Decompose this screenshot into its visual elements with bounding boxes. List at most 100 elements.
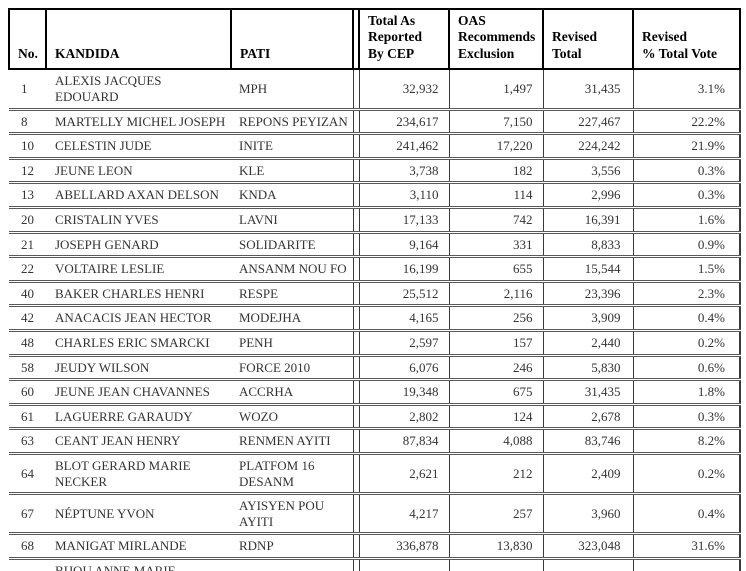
spacer-cell <box>352 132 360 159</box>
kandida-cell: MARTELLY MICHEL JOSEPH <box>46 107 231 134</box>
pct-cell: 3.1% <box>632 69 741 110</box>
kandida-cell: VOLTAIRE LESLIE <box>46 255 231 282</box>
oas-cell: 1,497 <box>448 69 543 110</box>
spacer-cell <box>352 255 360 282</box>
kandida-cell: JEUDY WILSON <box>46 353 231 380</box>
revised-cell: 2,409 <box>542 451 633 494</box>
oas-cell: 257 <box>448 492 543 534</box>
table-row: 10 CELESTIN JUDE INITE 241,462 17,220 224,242… <box>9 132 741 159</box>
pct-cell: 1.8% <box>632 378 741 405</box>
cep-cell: 2,621 <box>359 451 449 494</box>
cep-cell: 4,217 <box>359 492 449 534</box>
oas-cell: 114 <box>448 181 543 208</box>
kandida-cell: BAKER CHARLES HENRI <box>46 279 231 306</box>
no-cell: 13 <box>9 181 46 208</box>
results-table: No. KANDIDA PATI Total As Reported By CE… <box>8 7 741 571</box>
cep-cell: 336,878 <box>359 532 449 559</box>
revised-cell: 83,746 <box>542 427 633 454</box>
pct-cell: 0.2% <box>632 328 741 356</box>
table-header: No. KANDIDA PATI Total As Reported By CE… <box>8 7 741 71</box>
pati-cell: REPONS PEYIZAN <box>231 107 353 134</box>
table-row: 20 CRISTALIN YVES LAVNI 17,133 742 16,391 1.6% <box>9 205 741 233</box>
oas-cell: 157 <box>448 328 543 356</box>
kandida-cell: CHARLES ERIC SMARCKI <box>46 328 231 356</box>
revised-cell: 224,242 <box>542 132 633 159</box>
pati-cell: FORCE 2010 <box>231 353 353 380</box>
oas-cell: 17,220 <box>448 132 543 159</box>
spacer-cell <box>352 69 360 110</box>
table-row: 69BIJOU ANNE MARIE JOSETTEINDEPENDANT 10,… <box>9 556 741 571</box>
no-cell: 21 <box>9 230 46 257</box>
table-row: 8 MARTELLY MICHEL JOSEPH REPONS PEYIZAN 234… <box>9 107 741 134</box>
oas-cell: 4,088 <box>448 427 543 454</box>
pati-cell: AYISYEN POU AYITI <box>231 492 353 534</box>
header-oas-exclusion: OAS Recommends Exclusion <box>448 7 544 71</box>
pati-cell: RENMEN AYITI <box>231 427 353 454</box>
no-cell: 20 <box>9 205 46 233</box>
kandida-cell: ABELLARD AXAN DELSON <box>46 181 231 208</box>
pati-cell: MPH <box>239 81 268 97</box>
header-total-cep: Total As Reported By CEP <box>358 7 450 71</box>
oas-cell: 675 <box>448 378 543 405</box>
cep-cell: 19,348 <box>359 378 449 405</box>
spacer-cell <box>352 328 360 356</box>
table-row: 22 VOLTAIRE LESLIE ANSANM NOU FO 16,199 655 1… <box>9 255 741 282</box>
revised-cell: 31,435 <box>542 378 633 405</box>
table-row: 60 JEUNE JEAN CHAVANNES ACCRHA 19,348 675 31,… <box>9 378 741 405</box>
pct-cell: 1.5% <box>632 255 741 282</box>
kandida-cell: JOSEPH GENARD <box>46 230 231 257</box>
oas-cell: 246 <box>448 353 543 380</box>
revised-cell: 5,830 <box>542 353 633 380</box>
revised-cell: 227,467 <box>542 107 633 134</box>
pct-cell: 0.6% <box>632 353 741 380</box>
table-row: 40 BAKER CHARLES HENRI RESPE 25,512 2,116 23,… <box>9 279 741 306</box>
pct-cell: 0.4% <box>632 492 741 534</box>
pct-cell: 21.9% <box>632 132 741 159</box>
oas-cell: 331 <box>448 230 543 257</box>
pati-cell: WOZO <box>231 402 353 429</box>
no-cell: 40 <box>9 279 46 306</box>
no-cell: 60 <box>9 378 46 405</box>
spacer-cell <box>352 156 360 183</box>
spacer-cell <box>352 492 360 534</box>
pati-cell: ANSANM NOU FO <box>231 255 353 282</box>
pct-cell: 31.6% <box>632 532 741 559</box>
spacer-cell <box>352 279 360 306</box>
table-row: 42 ANACACIS JEAN HECTOR MODEJHA 4,165 256 3,9… <box>9 304 741 331</box>
oas-cell: 7,150 <box>448 107 543 134</box>
header-row: No. KANDIDA PATI Total As Reported By CE… <box>8 7 741 71</box>
no-cell: 64 <box>9 451 46 494</box>
pati-cell: RESPE <box>231 279 353 306</box>
pati-cell: LAVNI <box>231 205 353 233</box>
spacer-cell <box>352 378 360 405</box>
no-cell: 61 <box>9 402 46 429</box>
table-row: 21 JOSEPH GENARD SOLIDARITE 9,164 331 8,833 0.… <box>9 230 741 257</box>
spacer-cell <box>352 181 360 208</box>
header-no: No. <box>8 7 47 71</box>
pati-cell: KNDA <box>231 181 353 208</box>
table-row: 58 JEUDY WILSON FORCE 2010 6,076 246 5,830 0.6… <box>9 353 741 380</box>
revised-cell: 2,996 <box>542 181 633 208</box>
cep-cell: 2,802 <box>359 402 449 429</box>
kandida-cell: JEUNE JEAN CHAVANNES <box>46 378 231 405</box>
cep-cell: 25,512 <box>359 279 449 306</box>
kandida-cell: CEANT JEAN HENRY <box>46 427 231 454</box>
kandida-cell: ANACACIS JEAN HECTOR <box>46 304 231 331</box>
cep-cell: 6,076 <box>359 353 449 380</box>
oas-cell: 13,830 <box>448 532 543 559</box>
spacer-cell <box>352 451 360 494</box>
kandida-cell: MANIGAT MIRLANDE <box>46 532 231 559</box>
no-cell: 12 <box>9 156 46 183</box>
pati-cell: INITE <box>231 132 353 159</box>
pati-cell: PLATFOM 16 DESANM <box>231 451 353 494</box>
spacer-cell <box>352 353 360 380</box>
table-row: 61 LAGUERRE GARAUDY WOZO 2,802 124 2,678 0.3% <box>9 402 741 429</box>
no-cell: 22 <box>9 255 46 282</box>
revised-cell: 31,435 <box>542 69 633 110</box>
table-row: 12 JEUNE LEON KLE 3,738 182 3,556 0.3% <box>9 156 741 183</box>
pati-cell: PENH <box>231 328 353 356</box>
no-cell: 69 <box>9 556 46 571</box>
pati-cell: RDNP <box>231 532 353 559</box>
cep-cell: 241,462 <box>359 132 449 159</box>
